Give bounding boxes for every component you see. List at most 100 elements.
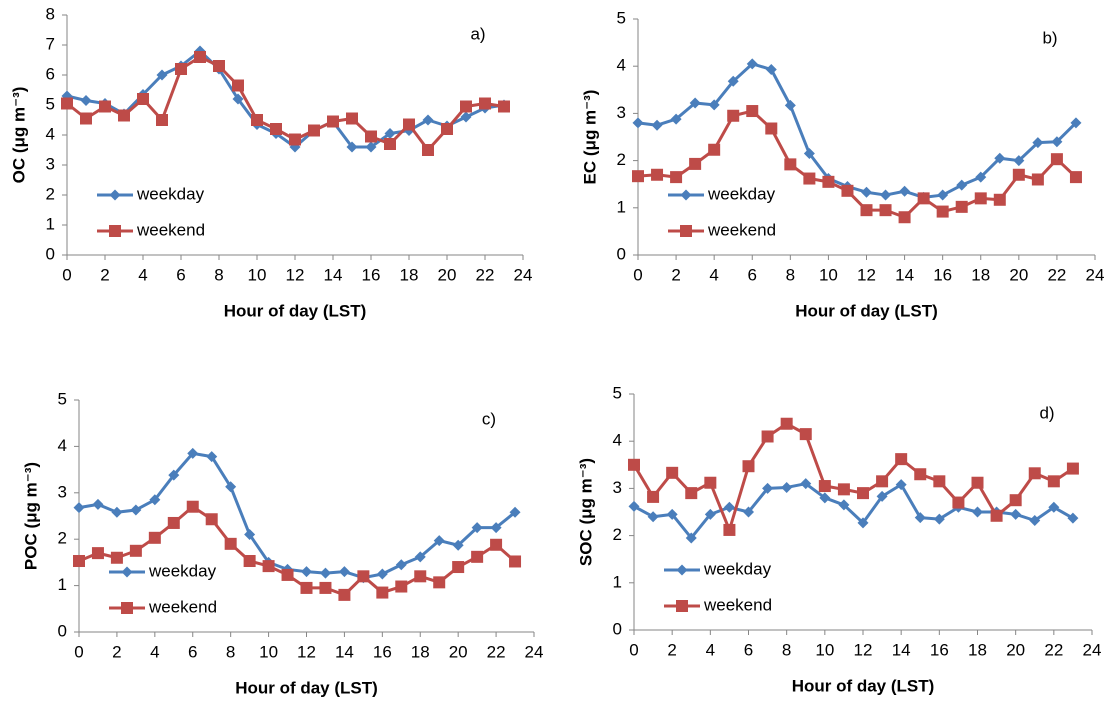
marker [319,581,332,594]
marker [395,580,408,593]
marker [880,189,892,201]
marker [414,551,426,563]
marker [498,100,510,113]
x-tick-label: 24 [1086,265,1105,284]
marker [914,512,926,524]
marker [765,122,778,135]
x-tick-label: 4 [150,642,159,661]
legend-marker [676,600,688,612]
y-axis-title: OC (μg m⁻³) [9,87,28,184]
x-tick-label: 12 [854,640,873,659]
marker [990,509,1003,522]
marker [395,559,407,571]
marker [704,508,716,520]
marker [1031,173,1044,186]
marker [914,468,927,481]
marker [1013,155,1025,167]
marker [300,581,313,594]
marker [433,535,445,547]
x-tick-label: 22 [487,642,506,661]
x-tick-label: 0 [633,265,642,284]
marker [704,476,717,489]
marker [73,555,85,568]
y-tick-label: 4 [613,431,622,450]
marker [1010,508,1022,520]
legend-marker [680,225,692,237]
marker [628,458,640,471]
marker [670,171,683,184]
x-tick-label: 4 [709,265,718,284]
marker [784,158,797,171]
marker [822,175,835,188]
x-tick-label: 18 [400,265,419,284]
y-tick-label: 5 [617,8,626,27]
marker [1070,117,1082,129]
y-tick-label: 2 [46,184,55,203]
marker [860,204,873,217]
marker [727,75,739,87]
marker [137,93,149,105]
marker [251,114,263,126]
marker [632,117,644,129]
x-tick-label: 8 [214,265,223,284]
marker [819,492,831,504]
marker [651,119,663,131]
marker [762,482,774,494]
marker [224,537,237,550]
marker [167,516,180,529]
marker [232,79,244,92]
marker [384,128,396,139]
x-tick-label: 14 [895,265,914,284]
series-line [78,451,516,580]
marker [955,200,968,213]
marker [80,95,92,106]
marker [723,501,735,513]
marker [156,69,168,81]
legend-label: weekday [148,561,217,580]
legend-label: weekend [703,595,772,614]
marker [876,475,889,488]
marker [670,113,682,125]
marker [803,172,816,185]
y-tick-label: 1 [58,575,67,594]
marker [1047,475,1060,488]
y-tick-label: 3 [58,482,67,501]
x-tick-label: 14 [892,640,911,659]
marker [861,186,872,198]
series-line [637,109,1077,219]
y-tick-label: 6 [46,64,55,83]
x-tick-label: 18 [968,640,987,659]
x-tick-label: 4 [138,265,147,284]
marker [1066,462,1079,475]
legend-marker [680,189,692,201]
y-tick-label: 4 [46,124,55,143]
marker [357,570,370,583]
marker [452,561,465,574]
legend-marker [121,566,133,578]
marker [1069,171,1082,184]
panel-label: b) [1042,28,1057,47]
y-tick-label: 2 [58,529,67,548]
x-tick-label: 8 [226,642,235,661]
x-tick-label: 2 [671,265,680,284]
marker [895,453,908,466]
marker [799,428,812,441]
y-tick-label: 3 [46,154,55,173]
marker [384,138,396,150]
x-axis-title: Hour of day (LST) [795,301,938,320]
y-tick-label: 5 [613,383,622,402]
marker [784,99,796,111]
marker [971,476,984,489]
legend-label: weekday [136,184,205,203]
legend-entry: weekend [664,595,772,614]
marker [746,58,758,70]
x-tick-label: 16 [373,642,392,661]
marker [403,118,415,131]
x-tick-label: 2 [112,642,121,661]
marker [460,111,472,123]
x-tick-label: 24 [514,265,533,284]
marker [156,114,168,126]
